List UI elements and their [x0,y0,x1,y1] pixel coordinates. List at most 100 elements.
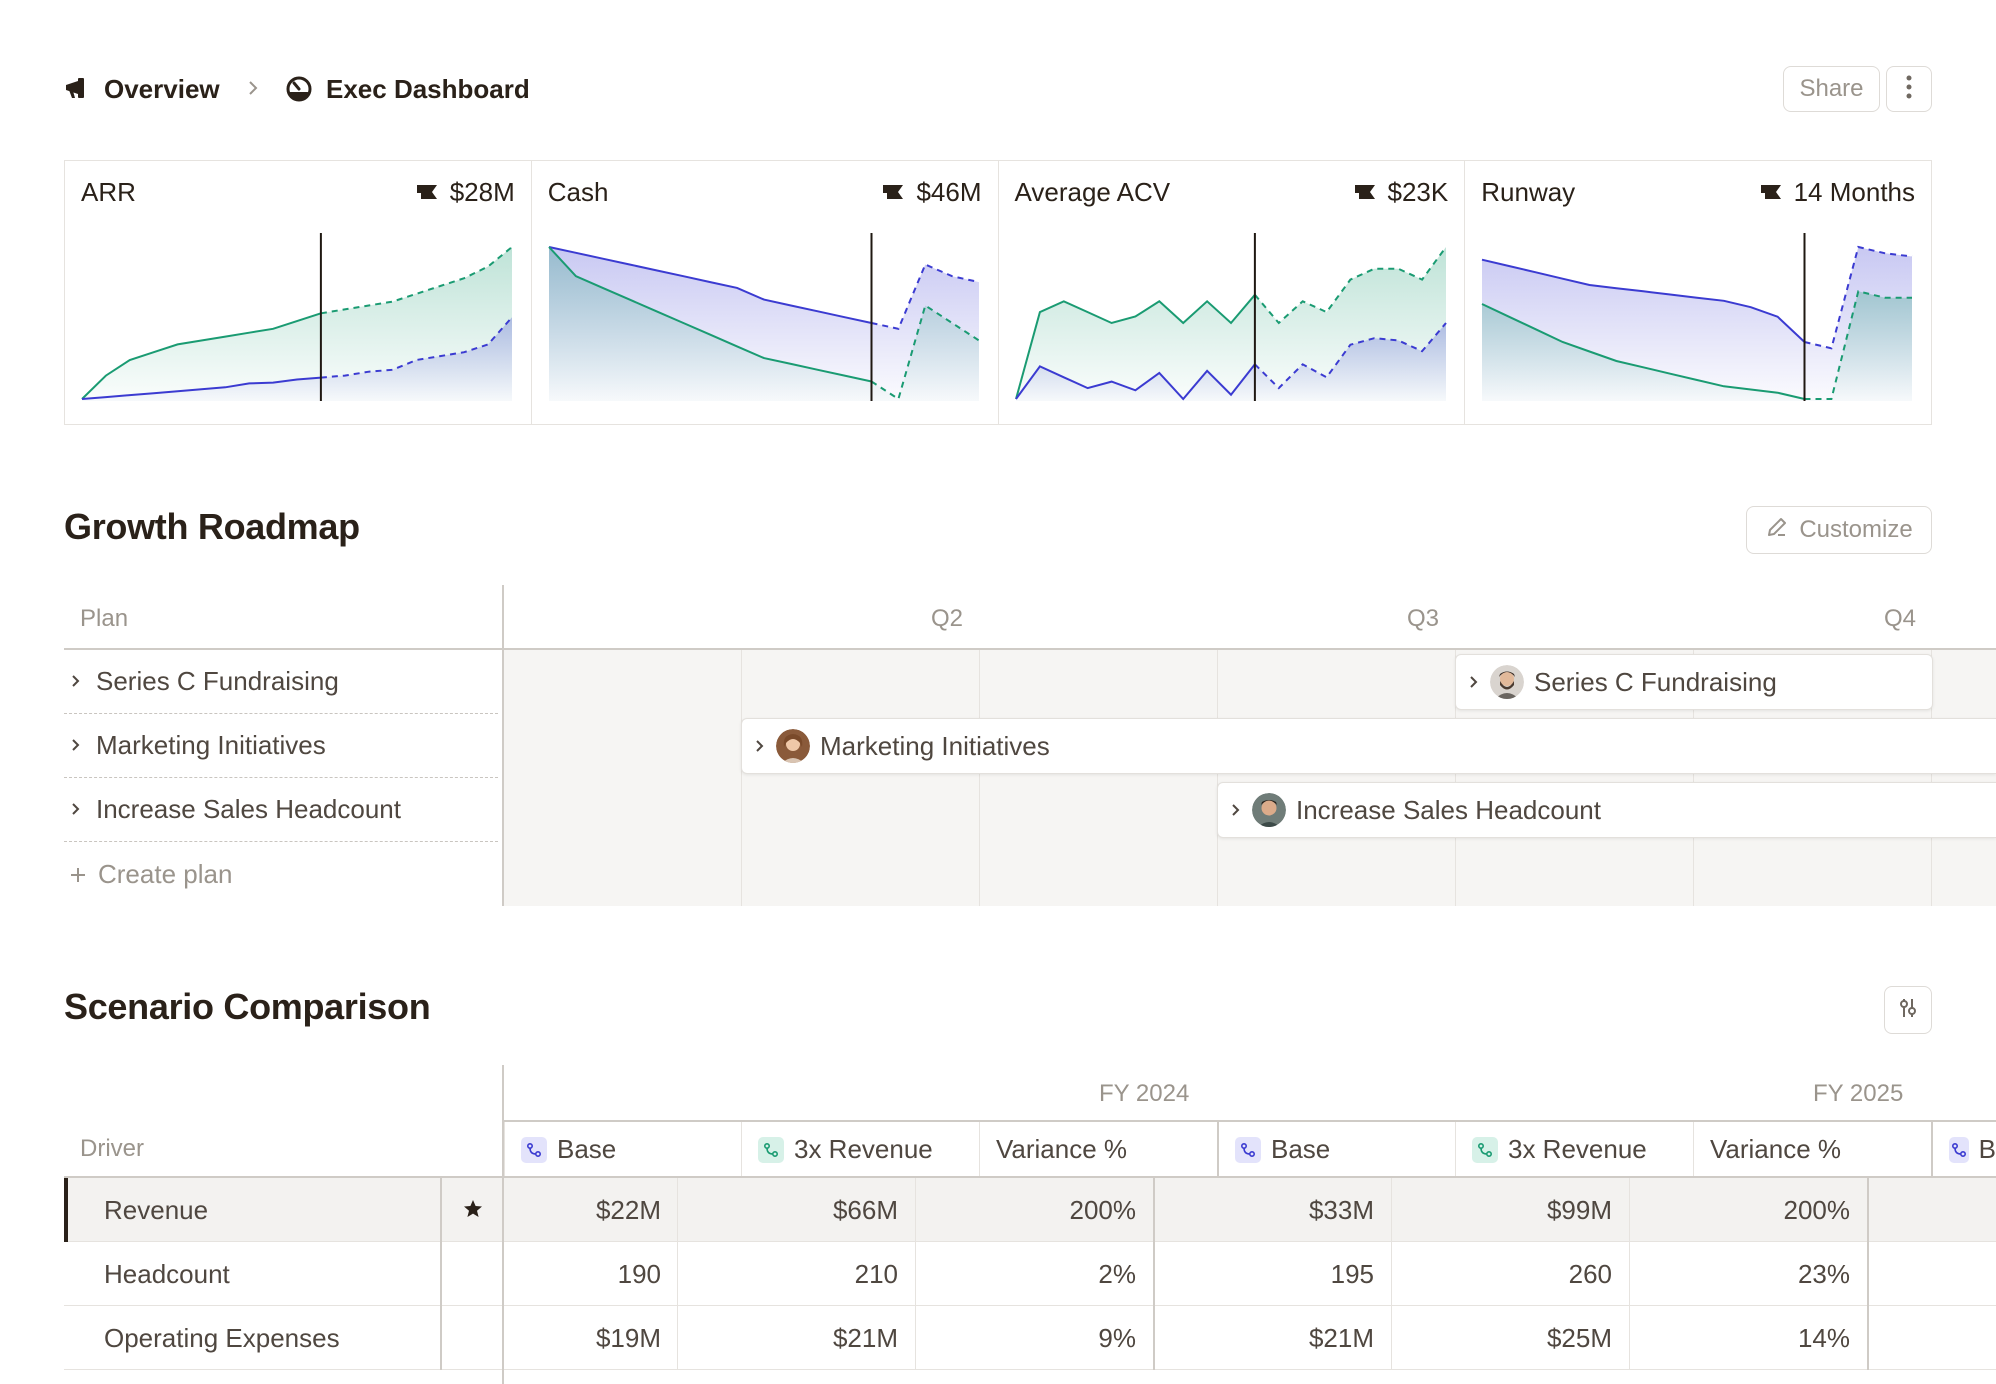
table-cell[interactable]: 260 [1391,1242,1628,1306]
section-title-roadmap: Growth Roadmap [64,506,360,547]
metric-cards: ARR $28M Cash $46M Average ACV $23K Runw… [64,160,1932,425]
table-cell[interactable]: 2% [915,1242,1152,1306]
star-icon[interactable] [461,1197,485,1226]
column-divider [502,585,504,906]
sparkline-forecast-line [320,246,513,315]
metric-card[interactable]: ARR $28M [65,161,532,424]
quarter-label: Q3 [1407,605,1440,632]
sparkline-chart [1481,233,1913,401]
table-cell[interactable]: $21M [1153,1306,1390,1370]
plan-row-series-c[interactable]: Series C Fundraising [64,650,498,714]
grid-line [1693,650,1694,906]
avatar [1490,665,1524,699]
metric-value-text: $28M [449,177,515,207]
table-cell[interactable]: 195 [1153,1242,1390,1306]
metric-title: Average ACV [1014,177,1171,207]
plan-row-sales-headcount[interactable]: Increase Sales Headcount [64,778,498,842]
metric-title: Runway [1481,177,1576,207]
metric-value-text: $23K [1387,177,1449,207]
table-cell[interactable]: 210 [677,1242,914,1306]
table-settings-button[interactable] [1884,986,1932,1034]
driver-label: Operating Expenses [104,1322,340,1353]
chevron-right-icon [70,666,82,697]
metric-value: $46M [882,177,982,208]
table-cell[interactable]: 23% [1629,1242,1866,1306]
timeline-bar-series-c[interactable]: Series C Fundraising [1455,654,1933,710]
table-cell[interactable]: 190 [440,1242,677,1306]
column-header-label: B [1978,1134,1996,1164]
table-cell[interactable]: 200% [1629,1178,1866,1242]
sparkline-actual-line [81,312,322,400]
plan-row-marketing[interactable]: Marketing Initiatives [64,714,498,778]
section-title-scenario: Scenario Comparison [64,986,431,1027]
timeline-bar-sales-headcount[interactable]: Increase Sales Headcount [1217,782,1996,838]
column-header[interactable]: Base [1217,1122,1455,1177]
scenario-branch-icon [521,1136,547,1163]
column-header-label: 3x Revenue [1508,1134,1647,1164]
table-cell[interactable]: $33M [1153,1178,1390,1242]
share-button[interactable]: Share [1783,66,1880,112]
column-header[interactable]: Variance % [1693,1122,1931,1177]
driver-column-header: Driver [80,1135,144,1162]
table-cell[interactable]: $22M [440,1178,677,1242]
year-divider [504,1120,1996,1122]
sparkline-actual-line [81,376,321,400]
grid-line [1217,650,1218,906]
selected-row-indicator [64,1178,68,1242]
table-cell[interactable]: $25M [1391,1306,1628,1370]
grid-line [741,650,742,906]
sparkline-forecast-line [1253,246,1447,325]
breadcrumb-overview[interactable]: Overview [64,64,220,114]
header-divider [64,1176,1996,1178]
breadcrumb-exec-dashboard[interactable]: Exec Dashboard [286,64,530,114]
quarter-label: Q2 [931,605,964,632]
metric-value: $23K [1354,177,1449,208]
megaphone-icon [64,77,90,101]
scenario-branch-icon [1949,1136,1969,1163]
grid-line [1455,650,1456,906]
table-cell[interactable]: $19M [440,1306,677,1370]
table-cell[interactable]: $21M [677,1306,914,1370]
column-header[interactable]: Variance % [979,1122,1217,1177]
sparkline-chart [1014,233,1447,401]
timeline-bar-marketing[interactable]: Marketing Initiatives [741,718,1996,774]
plan-label: Marketing Initiatives [96,730,326,760]
breadcrumb-label: Exec Dashboard [326,73,530,104]
flag-icon [416,177,438,208]
pencil-icon [1765,515,1789,546]
timeline-bar-label: Marketing Initiatives [820,730,1050,761]
chevron-right-icon [754,731,766,762]
column-divider [502,1065,504,1384]
sparkline-actual-line [1014,363,1256,401]
metric-card[interactable]: Cash $46M [532,161,999,424]
plan-label: Increase Sales Headcount [96,794,401,824]
chevron-right-icon [1468,667,1480,698]
column-header[interactable]: 3x Revenue [741,1122,979,1177]
sparkline-actual-line [548,246,872,383]
table-cell[interactable]: $66M [677,1178,914,1242]
more-options-button[interactable] [1886,66,1932,112]
column-header[interactable]: B [1931,1122,1996,1177]
create-plan-button[interactable]: Create plan [64,842,498,906]
table-cell[interactable]: $99M [1391,1178,1628,1242]
flag-icon [1354,177,1376,208]
table-cell[interactable]: 14% [1629,1306,1866,1370]
table-row[interactable]: Operating Expenses $19M $21M 9% $21M $25… [64,1306,1996,1370]
year-label: FY 2024 [1099,1080,1190,1107]
table-cell[interactable]: 200% [915,1178,1152,1242]
column-header[interactable]: 3x Revenue [1455,1122,1693,1177]
quarter-label: Q4 [1884,605,1917,632]
table-row[interactable]: Headcount 190 210 2% 195 260 23% [64,1242,1996,1306]
chevron-right-icon [70,794,82,825]
table-cell[interactable]: 9% [915,1306,1152,1370]
table-row[interactable]: Revenue $22M $66M 200% $33M $99M 200% [64,1178,1996,1242]
table-cell[interactable] [1867,1178,1996,1242]
customize-button[interactable]: Customize [1746,506,1932,554]
table-cell[interactable] [1867,1242,1996,1306]
sparkline-chart [548,233,980,401]
column-header[interactable]: Base [504,1122,741,1177]
metric-card[interactable]: Runway 14 Months [1465,161,1931,424]
table-cell[interactable] [1867,1306,1996,1370]
metric-card[interactable]: Average ACV $23K [999,161,1466,424]
scenario-branch-icon [1472,1136,1498,1163]
